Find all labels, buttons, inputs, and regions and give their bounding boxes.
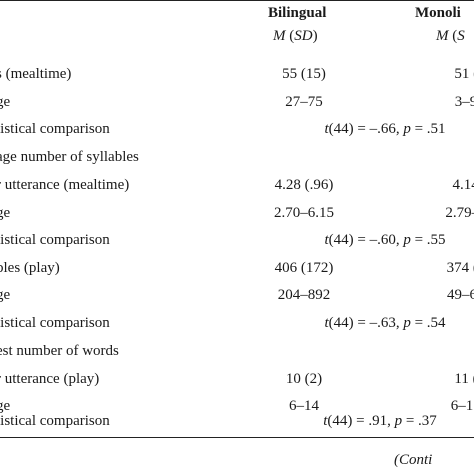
t-value: (44) = –.66, — [328, 121, 404, 137]
statistical-comparison: t(44) = –.60, p = .55 — [265, 232, 474, 249]
monolingual-value: 6–1 — [450, 398, 474, 414]
col-subheader-monolingual: M (S — [436, 28, 465, 44]
p-symbol: p — [403, 232, 411, 248]
row-label: ge — [0, 398, 11, 414]
t-symbol: t — [324, 232, 329, 248]
bilingual-value: 10 (2) — [285, 371, 323, 387]
t-symbol: t — [324, 121, 329, 137]
sd-label: S — [457, 28, 465, 44]
monolingual-value: 51 (2 — [454, 66, 474, 82]
row-label: ge — [0, 287, 11, 303]
row-label: s (mealtime) — [0, 66, 72, 82]
statistical-comparison: t(44) = –.66, p = .51 — [265, 121, 474, 138]
t-value: (44) = –.63, — [328, 315, 404, 331]
row-label: ge — [0, 205, 11, 221]
col-header-bilingual: Bilingual — [268, 5, 327, 21]
p-symbol: p — [403, 121, 411, 137]
bottom-rule — [0, 437, 474, 438]
bilingual-value: 4.28 (.96) — [274, 177, 334, 193]
sd-label: SD — [294, 28, 313, 44]
p-value: = .51 — [410, 121, 446, 137]
statistical-comparison: t(44) = .91, p = .37 — [260, 413, 474, 430]
p-symbol: p — [394, 413, 403, 429]
t-value: (44) = .91, — [327, 413, 395, 429]
row-label: bles (play) — [0, 260, 60, 276]
row-label: tistical comparison — [0, 315, 110, 331]
bilingual-value: 27–75 — [285, 94, 323, 110]
t-symbol: t — [324, 315, 329, 331]
p-value: = .55 — [410, 232, 446, 248]
t-value: (44) = –.60, — [328, 232, 404, 248]
p-value: = .37 — [402, 413, 437, 429]
row-label: ge — [0, 94, 11, 110]
bilingual-value: 2.70–6.15 — [274, 205, 334, 221]
p-symbol: p — [403, 315, 411, 331]
row-label: r utterance (mealtime) — [0, 177, 130, 193]
monolingual-value: 3–9 — [454, 94, 474, 110]
row-label: tistical comparison — [0, 413, 110, 429]
mean-label: M — [436, 28, 449, 44]
monolingual-value: 11 ( — [454, 371, 474, 387]
row-label: tistical comparison — [0, 232, 110, 248]
monolingual-value: 2.79–6 — [445, 205, 474, 221]
monolingual-value: 4.14 ( — [452, 177, 474, 193]
bilingual-value: 55 (15) — [282, 66, 326, 82]
row-label: tistical comparison — [0, 121, 110, 137]
monolingual-value: 374 (1 — [446, 260, 474, 276]
row-label: age number of syllables — [0, 149, 139, 165]
row-label: est number of words — [0, 343, 119, 359]
monolingual-value: 49–6 — [447, 287, 474, 303]
mean-label: M — [273, 28, 286, 44]
col-header-monolingual: Monoli — [415, 5, 461, 21]
statistical-comparison: t(44) = –.63, p = .54 — [265, 315, 474, 332]
bilingual-value: 204–892 — [277, 287, 331, 303]
bilingual-value: 6–14 — [289, 398, 319, 414]
p-value: = .54 — [410, 315, 446, 331]
continued-note: (Conti — [394, 452, 433, 468]
t-symbol: t — [323, 413, 328, 429]
bilingual-value: 406 (172) — [274, 260, 334, 276]
col-subheader-bilingual: M (SD) — [273, 28, 318, 44]
top-rule — [0, 0, 474, 1]
row-label: r utterance (play) — [0, 371, 100, 387]
